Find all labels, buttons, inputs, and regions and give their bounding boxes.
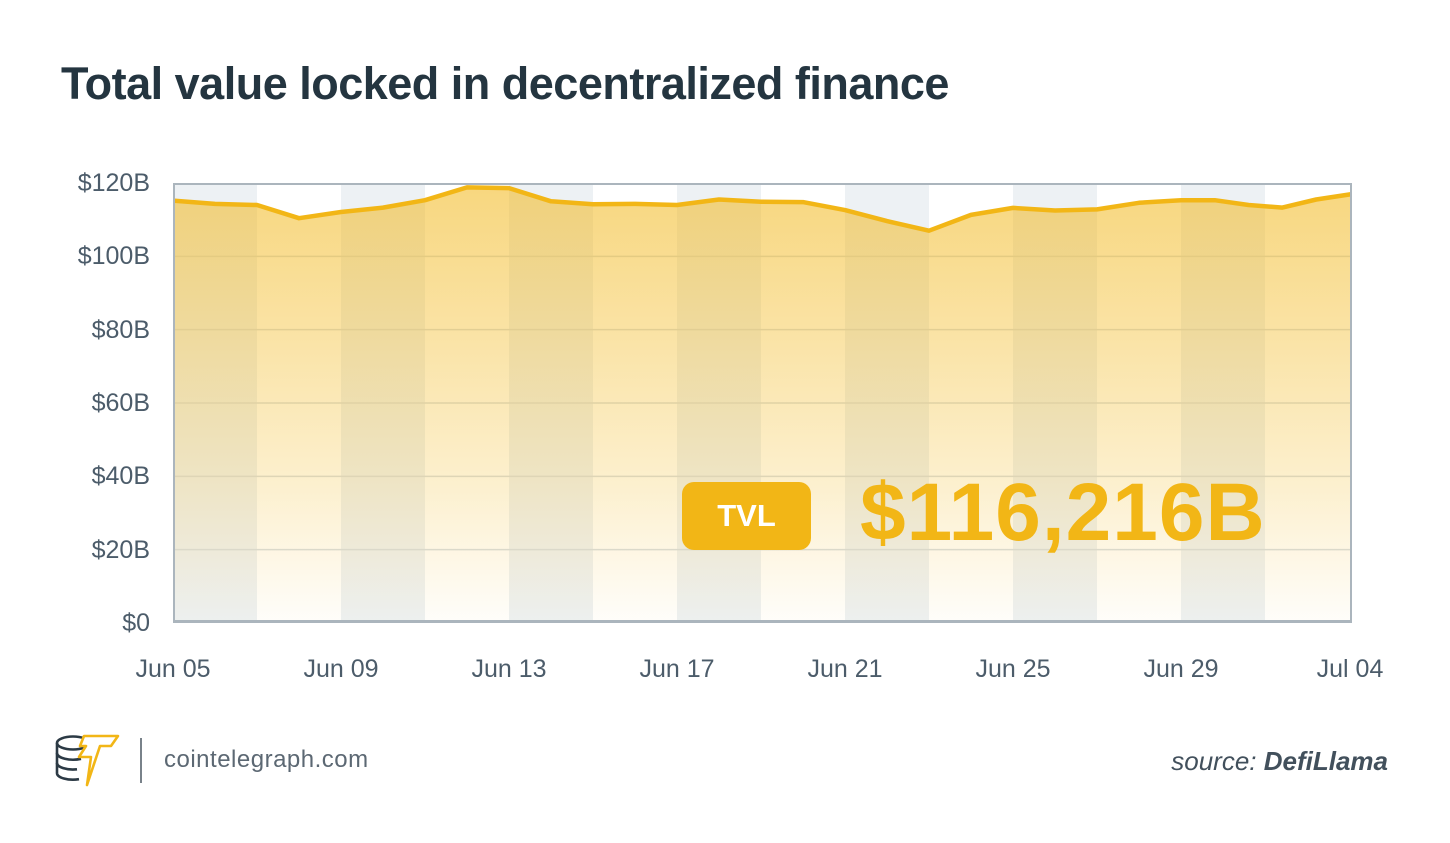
source-attribution: source: DefiLlama [1171,746,1388,777]
y-axis-label: $60B [91,389,150,417]
y-axis-label: $40B [91,462,150,491]
y-axis-label: $20B [91,535,150,564]
chart-title: Total value locked in decentralized fina… [61,58,949,109]
x-axis-label: Jun 09 [303,655,379,683]
x-axis-label: Jun 05 [135,655,211,683]
footer-divider [140,737,142,783]
source-name: DefiLlama [1263,746,1388,776]
x-axis-label: Jun 25 [975,655,1051,683]
tvl-area-chart [173,183,1352,623]
tvl-latest-value: $116,216B [860,467,1266,558]
tvl-badge: TVL [682,482,811,550]
x-axis-label: Jul 04 [1316,655,1384,683]
source-prefix: source: [1171,746,1257,776]
tvl-area-fill [173,187,1352,623]
y-axis-label: $80B [91,315,150,344]
y-axis-label: $100B [77,242,150,271]
cointelegraph-coin-lightning-icon [55,734,120,787]
x-axis-label: Jun 21 [807,655,883,683]
x-axis-label: Jun 29 [1143,655,1219,683]
footer: cointelegraph.com [50,728,369,792]
y-axis-label: $120B [77,169,150,197]
site-name: cointelegraph.com [164,746,369,773]
tvl-line [173,185,1352,233]
x-axis-label: Jun 13 [471,655,547,683]
y-axis-label: $0 [122,609,150,637]
x-axis-label: Jun 17 [639,655,715,683]
